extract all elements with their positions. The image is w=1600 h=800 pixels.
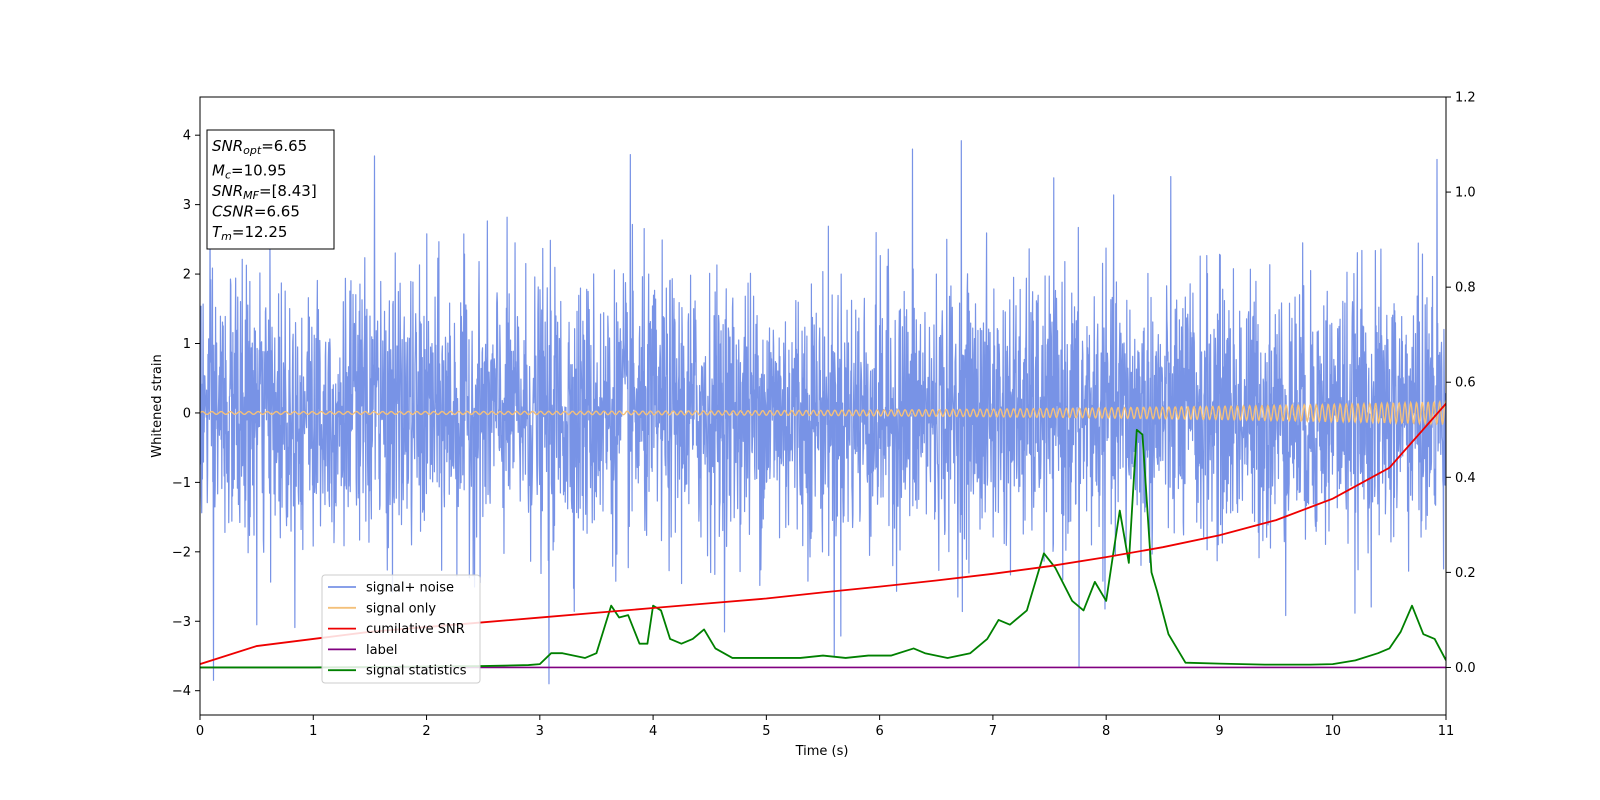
x-tick-label: 3 [536, 724, 544, 739]
legend-label: signal only [366, 601, 436, 616]
info-line: Tm=12.25 [212, 223, 287, 243]
x-tick-label: 0 [196, 724, 204, 739]
info-line: Mc=10.95 [212, 162, 287, 182]
y2-tick-label: 0.4 [1455, 471, 1476, 486]
x-tick-label: 10 [1324, 724, 1341, 739]
y2-tick-label: 0.2 [1455, 566, 1476, 581]
y-tick-label: 1 [183, 337, 191, 352]
y-tick-label: −1 [172, 476, 191, 491]
plot-frame [199, 96, 1447, 716]
y-tick-label: 0 [183, 406, 191, 421]
x-tick-label: 7 [989, 724, 997, 739]
info-line: CSNR=6.65 [212, 203, 300, 221]
x-axis-label: Time (s) [795, 744, 849, 759]
y-tick-label: 4 [183, 129, 191, 144]
legend-label: signal statistics [366, 664, 467, 679]
info-box-frame [206, 129, 335, 250]
x-tick-label: 6 [875, 724, 883, 739]
x-tick-label: 5 [762, 724, 770, 739]
x-tick-label: 4 [649, 724, 657, 739]
y2-tick-label: 1.2 [1455, 91, 1476, 106]
info-line: SNRopt=6.65 [212, 137, 307, 157]
x-tick-label: 2 [422, 724, 430, 739]
series-signal-noise [200, 140, 1446, 685]
info-line: SNRMF=[8.43] [212, 182, 317, 202]
legend-frame [321, 574, 481, 684]
y2-tick-label: 0.0 [1455, 661, 1476, 676]
info-box: SNRopt=6.65 Mc=10.95SNRMF=[8.43]CSNR=6.65… [206, 129, 335, 250]
y-tick-label: 2 [183, 268, 191, 283]
x-tick-label: 11 [1438, 724, 1455, 739]
legend-label: signal+ noise [366, 581, 454, 596]
y2-tick-label: 0.8 [1455, 281, 1476, 296]
y2-tick-label: 0.6 [1455, 376, 1476, 391]
x-tick-label: 8 [1102, 724, 1110, 739]
y-axis-label: Whitened strain [150, 354, 165, 457]
y-tick-label: −2 [172, 545, 191, 560]
legend: signal+ noise signal only cumilative SNR la… [321, 574, 481, 684]
y2-tick-label: 1.0 [1455, 186, 1476, 201]
x-tick-label: 1 [309, 724, 317, 739]
legend-label: cumilative SNR [366, 622, 465, 637]
legend-label: label [366, 643, 397, 658]
series-signal-only [200, 399, 1446, 426]
y-tick-label: 3 [183, 198, 191, 213]
series-signal-statistics [200, 428, 1446, 669]
y-tick-label: −3 [172, 615, 191, 630]
x-tick-label: 9 [1215, 724, 1223, 739]
y-tick-label: −4 [172, 684, 191, 699]
